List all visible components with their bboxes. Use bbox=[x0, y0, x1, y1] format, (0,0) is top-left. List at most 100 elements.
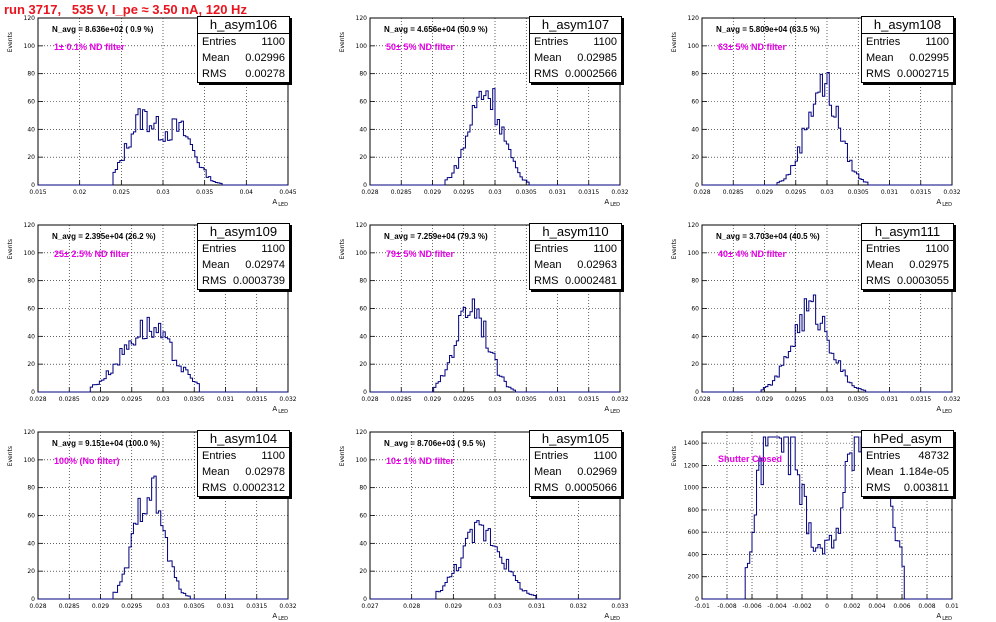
y-tick-label: 80 bbox=[691, 71, 699, 78]
x-tick-label: 0.031 bbox=[549, 189, 566, 196]
stats-row-mean: Mean 0.02985 bbox=[530, 50, 621, 66]
y-tick-label: 80 bbox=[359, 71, 367, 78]
x-tick-label: 0.035 bbox=[196, 189, 213, 196]
y-tick-label: 60 bbox=[359, 306, 367, 313]
filter-annotation: 50± 5% ND filter bbox=[386, 42, 454, 52]
y-tick-label: 0 bbox=[695, 596, 699, 603]
y-axis-label: Events bbox=[7, 239, 14, 259]
histogram-series bbox=[702, 294, 952, 393]
stats-label: Entries bbox=[534, 36, 569, 48]
stats-value: 0.0002312 bbox=[233, 482, 285, 494]
stats-row-rms: RMS 0.0002566 bbox=[530, 66, 621, 82]
histogram-pad: 0.028 0.0285 0.029 0.0295 0.03 0.0305 0.031 0.0… bbox=[664, 0, 996, 208]
x-tick-label: 0.0295 bbox=[121, 396, 142, 403]
stats-value: 0.0002566 bbox=[565, 68, 617, 80]
stats-row-entries: Entries 1100 bbox=[862, 241, 953, 257]
x-tick-label: 0.0295 bbox=[785, 396, 806, 403]
y-tick-label: 120 bbox=[356, 15, 368, 22]
y-tick-label: 100 bbox=[24, 43, 36, 50]
y-tick-label: 800 bbox=[688, 507, 700, 514]
stats-value: 0.02969 bbox=[577, 466, 617, 478]
x-tick-label: 0.033 bbox=[611, 603, 628, 610]
stats-box: h_asym109 Entries 1100 Mean 0.02974 RMS 0.0003… bbox=[197, 223, 290, 290]
x-tick-label: 0.0295 bbox=[121, 603, 142, 610]
y-tick-label: 80 bbox=[691, 278, 699, 285]
y-tick-label: 40 bbox=[27, 333, 35, 340]
histogram-series bbox=[38, 475, 288, 600]
histogram-pad: 0.028 0.0285 0.029 0.0295 0.03 0.0305 0.031 0.0… bbox=[664, 207, 996, 415]
y-tick-label: 60 bbox=[691, 306, 699, 313]
y-tick-label: 100 bbox=[356, 250, 368, 257]
y-tick-label: 60 bbox=[359, 513, 367, 520]
stats-value: 0.0002715 bbox=[897, 68, 949, 80]
x-tick-label: 0.029 bbox=[445, 603, 462, 610]
y-tick-label: 20 bbox=[359, 154, 367, 161]
filter-annotation: 25± 2.5% ND filter bbox=[54, 249, 130, 259]
x-tick-label: 0.0305 bbox=[848, 396, 869, 403]
x-tick-label: 0.0315 bbox=[910, 189, 931, 196]
x-tick-label: 0.032 bbox=[279, 396, 296, 403]
x-tick-label: 0.0285 bbox=[723, 189, 744, 196]
x-tick-label: 0.0315 bbox=[246, 603, 267, 610]
filter-annotation: 10± 1% ND filter bbox=[386, 456, 454, 466]
navg-label: N_avg = 2.395e+04 (26.2 %) bbox=[52, 232, 156, 241]
filter-annotation: 1± 0.1% ND filter bbox=[54, 42, 125, 52]
x-tick-label: 0.032 bbox=[943, 189, 960, 196]
stats-row-entries: Entries 48732 bbox=[862, 448, 953, 464]
x-tick-label: 0.027 bbox=[361, 603, 378, 610]
y-axis-label: Events bbox=[671, 446, 678, 466]
x-tick-label: 0.0285 bbox=[723, 396, 744, 403]
y-tick-label: 200 bbox=[688, 574, 700, 581]
stats-row-rms: RMS 0.003811 bbox=[862, 480, 953, 496]
y-tick-label: 0 bbox=[695, 182, 699, 189]
histogram-name: h_asym104 bbox=[198, 431, 289, 448]
stats-label: Mean bbox=[534, 466, 562, 478]
navg-label: N_avg = 4.656e+04 (50.9 %) bbox=[384, 25, 488, 34]
y-tick-label: 20 bbox=[27, 154, 35, 161]
x-tick-label: 0.028 bbox=[693, 189, 710, 196]
x-tick-label: 0.029 bbox=[92, 603, 109, 610]
y-tick-label: 40 bbox=[691, 126, 699, 133]
x-tick-label: 0.03 bbox=[156, 189, 170, 196]
y-tick-label: 0 bbox=[363, 389, 367, 396]
stats-label: Entries bbox=[866, 243, 901, 255]
x-tick-label: 0.0285 bbox=[59, 603, 80, 610]
y-tick-label: 0 bbox=[363, 596, 367, 603]
y-tick-label: 120 bbox=[24, 429, 36, 436]
histogram-series bbox=[370, 298, 620, 393]
stats-row-entries: Entries 1100 bbox=[862, 34, 953, 50]
x-tick-label: 0.004 bbox=[868, 603, 885, 610]
x-tick-label: 0.032 bbox=[611, 189, 628, 196]
stats-row-entries: Entries 1100 bbox=[198, 241, 289, 257]
stats-row-mean: Mean 0.02969 bbox=[530, 464, 621, 480]
x-tick-label: -0.008 bbox=[717, 603, 737, 610]
histogram-series bbox=[38, 316, 288, 393]
x-tick-label: 0.0305 bbox=[184, 603, 205, 610]
stats-row-rms: RMS 0.0002481 bbox=[530, 273, 621, 289]
stats-box: h_asym104 Entries 1100 Mean 0.02978 RMS 0.0002… bbox=[197, 430, 290, 497]
stats-row-entries: Entries 1100 bbox=[198, 448, 289, 464]
y-tick-label: 40 bbox=[27, 540, 35, 547]
filter-annotation: 100% (No filter) bbox=[54, 456, 120, 466]
x-tick-label: 0.028 bbox=[403, 603, 420, 610]
x-tick-label: 0.008 bbox=[918, 603, 935, 610]
histogram-series bbox=[38, 108, 288, 186]
stats-row-mean: Mean 0.02978 bbox=[198, 464, 289, 480]
filter-annotation: 79± 5% ND filter bbox=[386, 249, 454, 259]
histogram-pad: 0.027 0.028 0.029 0.03 0.031 0.032 0.033 0 20 40 6… bbox=[332, 414, 664, 622]
y-tick-label: 40 bbox=[359, 333, 367, 340]
x-tick-label: -0.002 bbox=[792, 603, 812, 610]
x-tick-label: 0.0305 bbox=[516, 189, 537, 196]
histogram-name: h_asym108 bbox=[862, 17, 953, 34]
y-tick-label: 40 bbox=[359, 126, 367, 133]
stats-label: Mean bbox=[534, 52, 562, 64]
stats-row-mean: Mean 0.02974 bbox=[198, 257, 289, 273]
stats-label: RMS bbox=[866, 482, 891, 494]
x-tick-label: 0.028 bbox=[361, 189, 378, 196]
x-tick-label: 0.032 bbox=[943, 396, 960, 403]
y-tick-label: 400 bbox=[688, 551, 700, 558]
histogram-name: hPed_asym bbox=[862, 431, 953, 448]
stats-label: Mean bbox=[202, 466, 230, 478]
stats-label: Mean bbox=[202, 52, 230, 64]
stats-value: 0.02995 bbox=[909, 52, 949, 64]
